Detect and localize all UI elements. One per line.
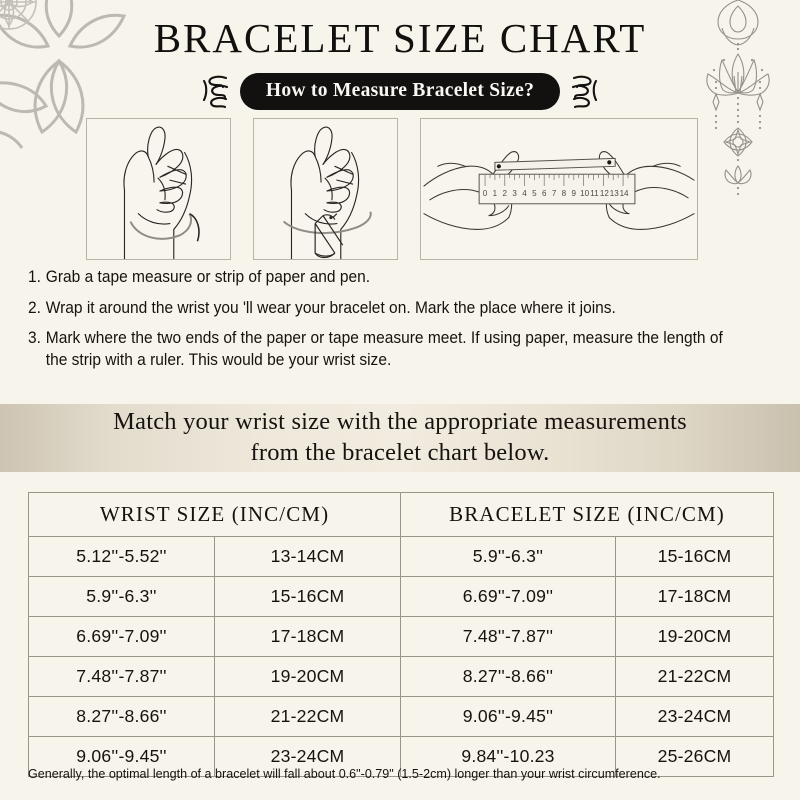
swirl-flourish-icon <box>572 75 598 109</box>
measure-instructions-list: 1. Grab a tape measure or strip of paper… <box>28 266 731 380</box>
cell-wrist-cm: 19-20CM <box>214 656 401 697</box>
table-row: 6.69''-7.09'' 17-18CM 7.48''-7.87'' 19-2… <box>28 616 774 657</box>
svg-text:3: 3 <box>512 189 517 198</box>
svg-text:11: 11 <box>590 189 599 198</box>
svg-text:1: 1 <box>493 189 498 198</box>
cell-bracelet-inch: 6.69''-7.09'' <box>400 576 616 617</box>
table-row: 5.12''-5.52'' 13-14CM 5.9''-6.3'' 15-16C… <box>28 536 774 577</box>
cell-bracelet-cm: 21-22CM <box>615 656 774 697</box>
cell-bracelet-cm: 17-18CM <box>615 576 774 617</box>
cell-wrist-inch: 7.48''-7.87'' <box>28 656 215 697</box>
table-row: 5.9''-6.3'' 15-16CM 6.69''-7.09'' 17-18C… <box>28 576 774 617</box>
svg-text:14: 14 <box>620 189 629 198</box>
cell-wrist-cm: 15-16CM <box>214 576 401 617</box>
cell-wrist-inch: 8.27''-8.66'' <box>28 696 215 737</box>
table-row: 9.06''-9.45'' 23-24CM 9.84''-10.23 25-26… <box>28 736 774 777</box>
band-heading-line2: from the bracelet chart below. <box>250 439 550 467</box>
cell-wrist-inch: 9.06''-9.45'' <box>28 736 215 777</box>
table-header-bracelet-size: BRACELET SIZE (INC/CM) <box>400 492 774 537</box>
list-item: 3. Mark where the two ends of the paper … <box>28 327 731 371</box>
svg-text:8: 8 <box>562 189 567 198</box>
list-item: 1. Grab a tape measure or strip of paper… <box>28 266 731 288</box>
svg-text:2: 2 <box>503 189 508 198</box>
cell-bracelet-inch: 9.84''-10.23 <box>400 736 616 777</box>
cell-bracelet-inch: 7.48''-7.87'' <box>400 616 616 657</box>
step-number: 1. <box>28 267 41 286</box>
cell-bracelet-inch: 9.06''-9.45'' <box>400 696 616 737</box>
panel-hand-with-tape-measure <box>86 118 231 260</box>
svg-text:9: 9 <box>572 189 577 198</box>
pill-label: How to Measure Bracelet Size? <box>239 72 561 110</box>
page-title: BRACELET SIZE CHART <box>153 15 647 61</box>
svg-text:10: 10 <box>580 189 589 198</box>
panel-hand-with-tape-and-pen <box>253 118 398 260</box>
svg-text:6: 6 <box>542 189 547 198</box>
cell-wrist-cm: 13-14CM <box>214 536 401 577</box>
step-number: 3. <box>28 328 41 348</box>
hand-with-tape-and-pen-illustration <box>282 126 372 259</box>
step-text: Grab a tape measure or strip of paper an… <box>45 267 371 286</box>
table-row: 7.48''-7.87'' 19-20CM 8.27''-8.66'' 21-2… <box>28 656 774 697</box>
cell-wrist-cm: 23-24CM <box>214 736 401 777</box>
size-chart-table-wrapper: WRIST SIZE (INC/CM) BRACELET SIZE (INC/C… <box>28 492 774 777</box>
cell-wrist-cm: 17-18CM <box>214 616 401 657</box>
cell-wrist-inch: 6.69''-7.09'' <box>28 616 215 657</box>
cell-bracelet-cm: 15-16CM <box>615 536 774 577</box>
cell-wrist-inch: 5.9''-6.3'' <box>28 576 215 617</box>
cell-bracelet-cm: 25-26CM <box>615 736 774 777</box>
how-to-measure-banner: How to Measure Bracelet Size? <box>0 72 800 110</box>
svg-text:5: 5 <box>532 189 537 198</box>
band-heading: Match your wrist size with the appropria… <box>0 406 800 469</box>
table-header-wrist-size: WRIST SIZE (INC/CM) <box>28 492 401 537</box>
step-text: Wrap it around the wrist you 'll wear yo… <box>45 297 616 317</box>
step-text: Mark where the two ends of the paper or … <box>45 328 723 370</box>
table-row: 8.27''-8.66'' 21-22CM 9.06''-9.45'' 23-2… <box>28 696 774 737</box>
cell-wrist-cm: 21-22CM <box>214 696 401 737</box>
hand-with-tape-measure-illustration <box>123 126 200 259</box>
list-item: 2. Wrap it around the wrist you 'll wear… <box>28 297 731 319</box>
table-header-row: WRIST SIZE (INC/CM) BRACELET SIZE (INC/C… <box>28 492 774 537</box>
svg-text:13: 13 <box>610 189 619 198</box>
svg-text:0: 0 <box>483 189 488 198</box>
svg-text:7: 7 <box>552 189 557 198</box>
step-number: 2. <box>28 297 41 317</box>
swirl-flourish-icon <box>202 75 228 109</box>
cell-wrist-inch: 5.12''-5.52'' <box>28 536 215 577</box>
size-chart-table: WRIST SIZE (INC/CM) BRACELET SIZE (INC/C… <box>28 492 774 777</box>
cell-bracelet-inch: 5.9''-6.3'' <box>400 536 616 577</box>
band-heading-line1: Match your wrist size with the appropria… <box>113 408 687 435</box>
svg-text:12: 12 <box>600 189 609 198</box>
svg-text:4: 4 <box>522 189 527 198</box>
highlight-band <box>0 404 800 472</box>
cell-bracelet-cm: 19-20CM <box>615 616 774 657</box>
footer-note: Generally, the optimal length of a brace… <box>28 766 661 781</box>
cell-bracelet-cm: 23-24CM <box>615 696 774 737</box>
cell-bracelet-inch: 8.27''-8.66'' <box>400 656 616 697</box>
